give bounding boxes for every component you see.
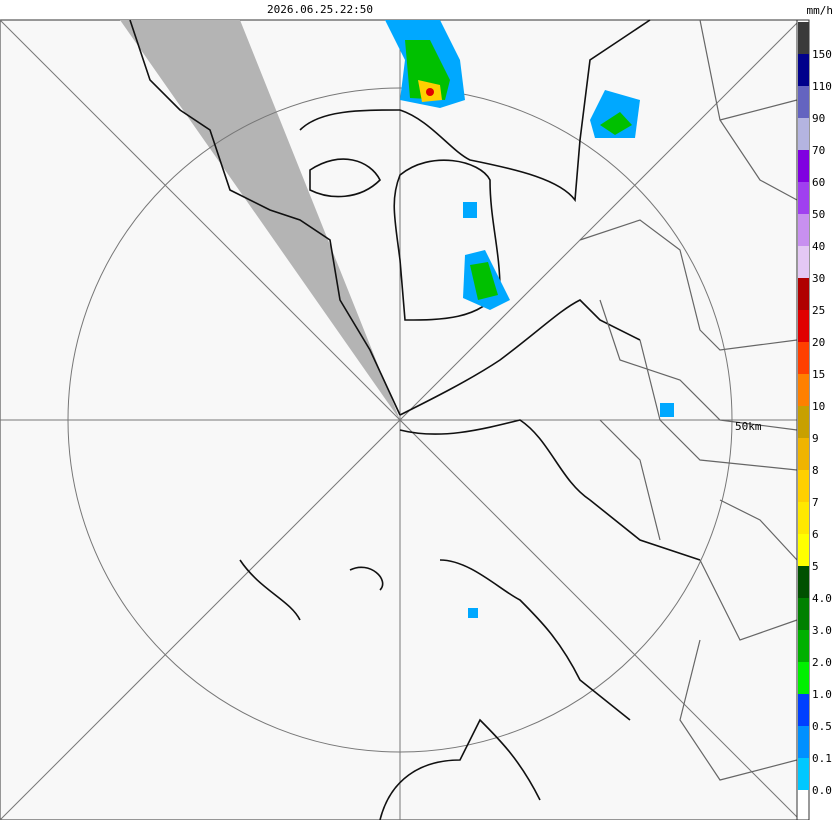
legend-swatch <box>798 22 809 54</box>
map <box>0 19 798 820</box>
echo <box>600 112 632 135</box>
precipitation <box>385 20 674 618</box>
legend-swatch <box>798 758 809 790</box>
legend-swatch <box>798 246 809 278</box>
timestamp: 2026.06.25.22:50 <box>267 3 373 16</box>
legend-swatch <box>798 342 809 374</box>
echo <box>660 403 674 417</box>
legend-label: 15 <box>812 368 825 381</box>
legend-label: 3.0 <box>812 624 832 637</box>
legend-swatch <box>798 54 809 86</box>
legend-swatch <box>798 470 809 502</box>
echo <box>468 608 478 618</box>
range-label: 50km <box>735 420 762 433</box>
legend-label: 9 <box>812 432 819 445</box>
legend-label: 4.0 <box>812 592 832 605</box>
legend-label: 0.5 <box>812 720 832 733</box>
legend-label: 7 <box>812 496 819 509</box>
admin-border <box>579 19 798 781</box>
legend-swatch <box>798 630 809 662</box>
legend-swatch <box>798 406 809 438</box>
legend-label: 50 <box>812 208 825 221</box>
legend-swatch <box>798 118 809 150</box>
legend-swatch <box>798 438 809 470</box>
legend-swatch <box>798 374 809 406</box>
crosshair <box>0 22 798 820</box>
legend-label: 40 <box>812 240 825 253</box>
echo <box>470 262 498 300</box>
coastline <box>399 19 651 203</box>
legend-label: 30 <box>812 272 825 285</box>
legend: 150 110 90 70 60 50 40 30 25 20 15 10 9 8 7 6 5 4.0 3.0 2.0… <box>796 19 832 820</box>
legend-label: 70 <box>812 144 825 157</box>
legend-label: 60 <box>812 176 825 189</box>
legend-swatch <box>798 86 809 118</box>
legend-label: 5 <box>812 560 819 573</box>
echo <box>463 202 477 218</box>
coastline <box>239 559 631 721</box>
coastline <box>299 109 401 198</box>
legend-label: 8 <box>812 464 819 477</box>
legend-label: 1.0 <box>812 688 832 701</box>
legend-swatch <box>798 662 809 694</box>
legend-swatch <box>798 726 809 758</box>
legend-label: 2.0 <box>812 656 832 669</box>
crosshair <box>0 19 798 818</box>
legend-swatch <box>798 566 809 598</box>
coastline <box>399 299 641 416</box>
legend-swatch <box>798 150 809 182</box>
legend-swatch <box>798 598 809 630</box>
coastline <box>399 419 701 561</box>
legend-label: 6 <box>812 528 819 541</box>
legend-label: 20 <box>812 336 825 349</box>
legend-swatch <box>798 534 809 566</box>
coastline <box>379 718 541 820</box>
legend-swatch <box>798 182 809 214</box>
legend-label: 90 <box>812 112 825 125</box>
coastline <box>129 19 401 416</box>
blocked-sector <box>120 20 400 420</box>
legend-label: 25 <box>812 304 825 317</box>
legend-label: 0.1 <box>812 752 832 765</box>
echo <box>426 88 434 96</box>
legend-label: 10 <box>812 400 825 413</box>
legend-swatch <box>798 278 809 310</box>
legend-label: 0.0 <box>812 784 832 797</box>
legend-swatch <box>798 502 809 534</box>
legend-swatch <box>798 694 809 726</box>
legend-swatch <box>798 310 809 342</box>
legend-label: 110 <box>812 80 832 93</box>
legend-label: 150 <box>812 48 832 61</box>
legend-swatch <box>798 214 809 246</box>
unit: mm/h <box>807 4 834 17</box>
